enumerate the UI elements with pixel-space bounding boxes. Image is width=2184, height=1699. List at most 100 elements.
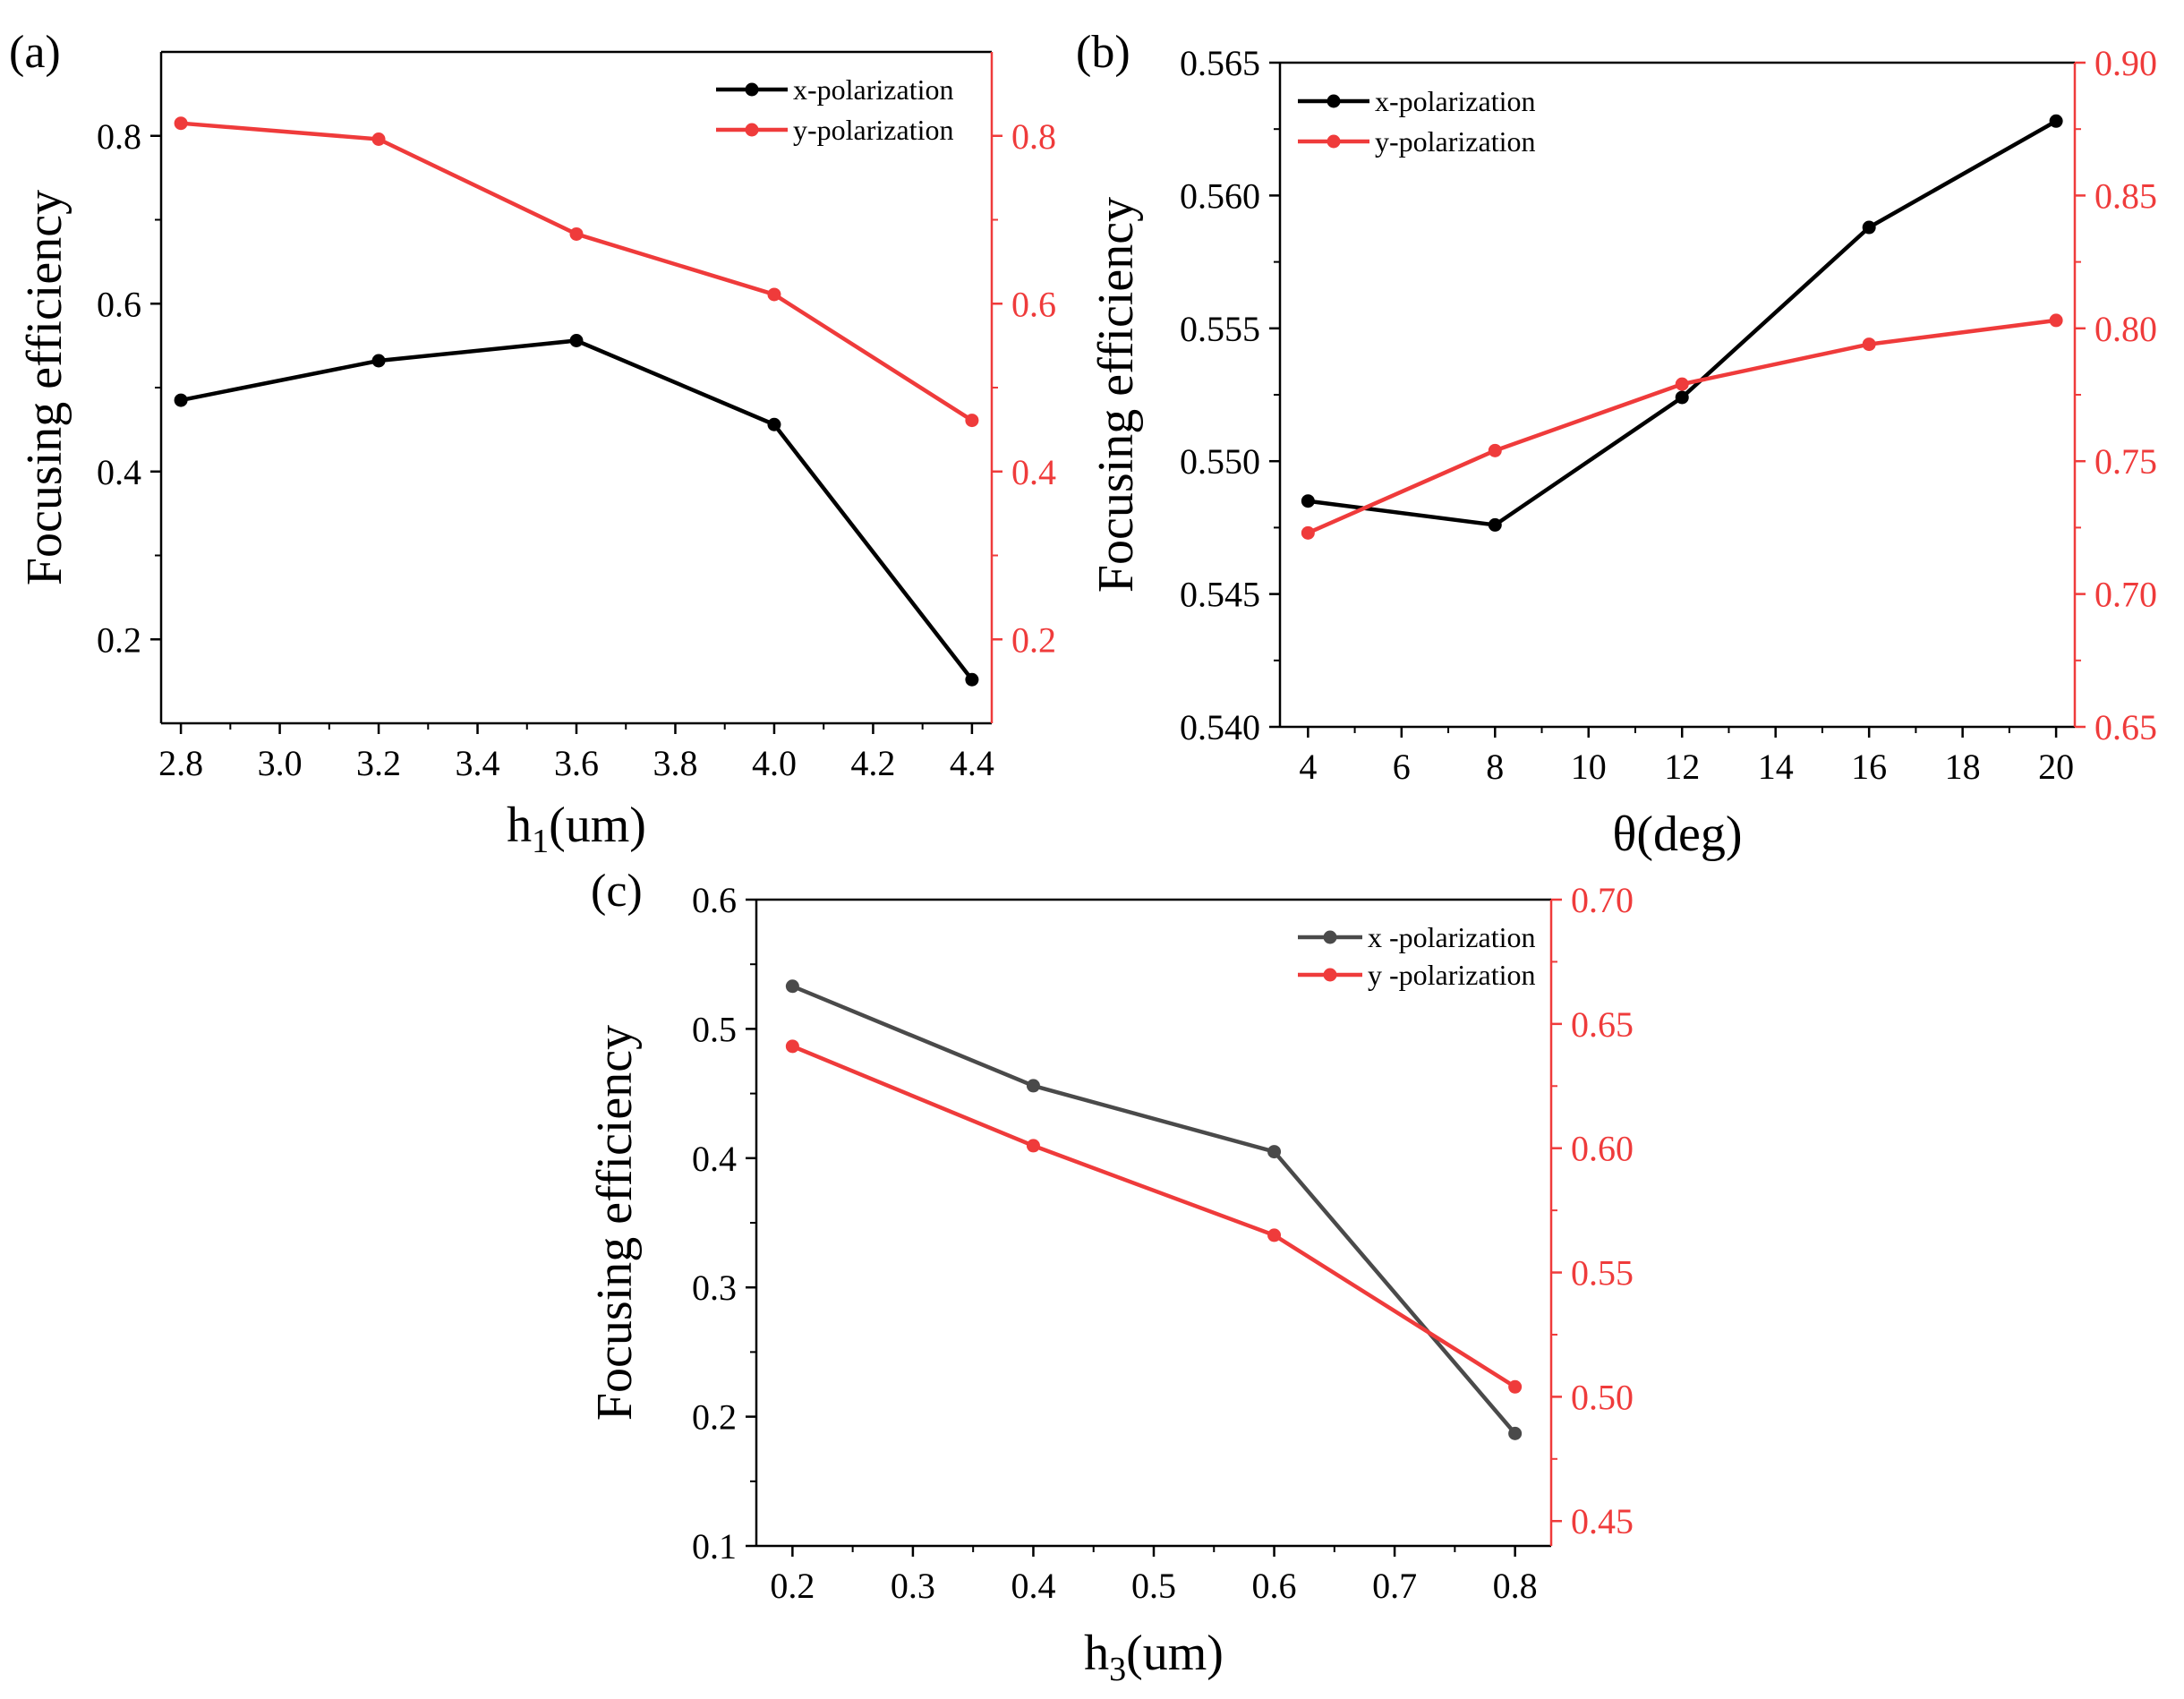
- data-point-y: [1675, 377, 1689, 391]
- y-left-tick-label: 0.550: [1180, 441, 1260, 482]
- y-right-tick-label: 0.70: [2094, 575, 2157, 615]
- x-axis-title-unit: (um): [549, 798, 646, 853]
- y-left-tick-label: 0.6: [692, 880, 737, 920]
- y-left-tick-label: 0.6: [97, 284, 141, 324]
- legend-marker: [1323, 930, 1337, 944]
- data-point-y: [1026, 1139, 1040, 1153]
- y-right-tick-label: 0.6: [1011, 284, 1056, 324]
- data-point-x: [1862, 220, 1876, 235]
- y-left-tick-label: 0.540: [1180, 707, 1260, 747]
- data-point-x: [1026, 1079, 1040, 1093]
- data-point-x: [785, 979, 799, 994]
- legend-label: x-polarization: [1375, 85, 1535, 117]
- y-right-tick-label: 0.90: [2094, 43, 2157, 83]
- x-tick-label: 4.2: [850, 743, 895, 783]
- x-tick-label: 2.8: [158, 743, 203, 783]
- x-tick-label: 3.2: [356, 743, 401, 783]
- data-point-x: [2049, 114, 2063, 128]
- x-axis-title-sub: 3: [1109, 1651, 1126, 1688]
- y-right-tick-label: 0.75: [2094, 441, 2157, 482]
- y-right-tick-label: 0.60: [1571, 1129, 1634, 1169]
- data-point-x: [1301, 494, 1315, 508]
- data-point-y: [1267, 1228, 1282, 1242]
- y-right-tick-label: 0.50: [1571, 1377, 1634, 1417]
- data-point-y: [174, 116, 188, 131]
- data-point-x: [1488, 517, 1502, 532]
- y-left-tick-label: 0.8: [97, 116, 141, 157]
- x-tick-label: 12: [1664, 747, 1700, 787]
- y-left-tick-label: 0.560: [1180, 175, 1260, 216]
- x-axis-title: h1(um): [507, 798, 646, 860]
- x-axis-title-main: h: [507, 798, 532, 853]
- x-tick-label: 4.0: [752, 743, 797, 783]
- data-point-y: [371, 132, 386, 146]
- y-left-tick-label: 0.5: [692, 1009, 737, 1049]
- y-axis-title: Focusing efficiency: [1088, 197, 1144, 593]
- y-axis-title: Focusing efficiency: [587, 1025, 643, 1421]
- data-point-x: [965, 672, 979, 687]
- x-tick-label: 3.0: [258, 743, 303, 783]
- legend-label: y-polarization: [1375, 125, 1535, 158]
- data-point-y: [767, 287, 781, 302]
- panel-label: (c): [591, 866, 643, 917]
- x-tick-label: 3.6: [554, 743, 599, 783]
- x-tick-label: 20: [2038, 747, 2074, 787]
- legend-label: y-polarization: [793, 114, 953, 146]
- series-line-x: [791, 984, 1517, 1435]
- x-axis-title: h3(um): [1084, 1626, 1224, 1688]
- x-axis-title-main: h: [1084, 1626, 1109, 1681]
- x-tick-label: 0.2: [770, 1566, 815, 1606]
- x-axis-title: θ(deg): [1613, 807, 1743, 862]
- data-point-y: [2049, 313, 2063, 328]
- data-point-y: [785, 1039, 799, 1054]
- chart-panel-a: 2.8 3.0 3.2 3.4 3.6 3.8 4.0 4.2 4.4 0.2 0.4 0.6 0.8 0…: [9, 27, 1056, 860]
- x-tick-label: 16: [1851, 747, 1887, 787]
- legend-marker: [745, 82, 759, 97]
- data-point-y: [1508, 1379, 1523, 1394]
- data-point-x: [767, 417, 781, 431]
- x-axis-title-unit: (um): [1126, 1626, 1224, 1681]
- y-right-tick-label: 0.55: [1571, 1253, 1634, 1293]
- x-tick-label: 4: [1299, 747, 1317, 787]
- x-axis-title-sub: 1: [532, 823, 549, 860]
- x-axis-title-main: θ: [1613, 807, 1637, 862]
- chart-panel-c: 0.2 0.3 0.4 0.5 0.6 0.7 0.80.10.20.30.40.50.60…: [587, 866, 1634, 1688]
- x-tick-label: 10: [1571, 747, 1607, 787]
- x-tick-label: 18: [1945, 747, 1981, 787]
- data-point-x: [371, 354, 386, 368]
- y-left-tick-label: 0.555: [1180, 309, 1260, 349]
- y-right-tick-label: 0.2: [1011, 619, 1056, 660]
- x-tick-label: 3.4: [456, 743, 500, 783]
- legend-label: x -polarization: [1368, 921, 1535, 953]
- x-tick-label: 14: [1758, 747, 1794, 787]
- data-point-y: [1488, 443, 1502, 457]
- y-left-tick-label: 0.2: [692, 1397, 737, 1438]
- chart-panel-b: 4 6 8 10 12 14 16 18 20 0.540 0.545 0.550 0.555 0.560…: [1076, 27, 2157, 862]
- legend-marker: [745, 123, 759, 137]
- legend-label: x-polarization: [793, 73, 953, 106]
- data-point-y: [1301, 525, 1315, 540]
- x-tick-label: 0.3: [891, 1566, 935, 1606]
- y-left-tick-label: 0.1: [692, 1526, 737, 1567]
- x-tick-label: 0.4: [1011, 1566, 1055, 1606]
- data-point-x: [1508, 1426, 1523, 1440]
- y-left-tick-label: 0.4: [97, 452, 141, 492]
- y-left-tick-label: 0.2: [97, 619, 141, 660]
- x-axis-title-unit: (deg): [1636, 807, 1742, 862]
- data-point-x: [174, 393, 188, 407]
- legend-marker: [1327, 94, 1341, 108]
- x-tick-label: 0.5: [1131, 1566, 1176, 1606]
- data-point-x: [1267, 1145, 1282, 1159]
- y-right-tick-label: 0.4: [1011, 452, 1056, 492]
- y-right-tick-label: 0.65: [2094, 707, 2157, 747]
- x-tick-label: 0.8: [1493, 1566, 1538, 1606]
- data-point-y: [965, 414, 979, 428]
- panel-label: (a): [9, 27, 61, 78]
- series-line-x: [180, 338, 974, 681]
- panel-label: (b): [1076, 27, 1130, 78]
- x-tick-label: 8: [1486, 747, 1504, 787]
- y-right-tick-label: 0.70: [1571, 880, 1634, 920]
- y-left-tick-label: 0.3: [692, 1268, 737, 1308]
- y-right-tick-label: 0.80: [2094, 309, 2157, 349]
